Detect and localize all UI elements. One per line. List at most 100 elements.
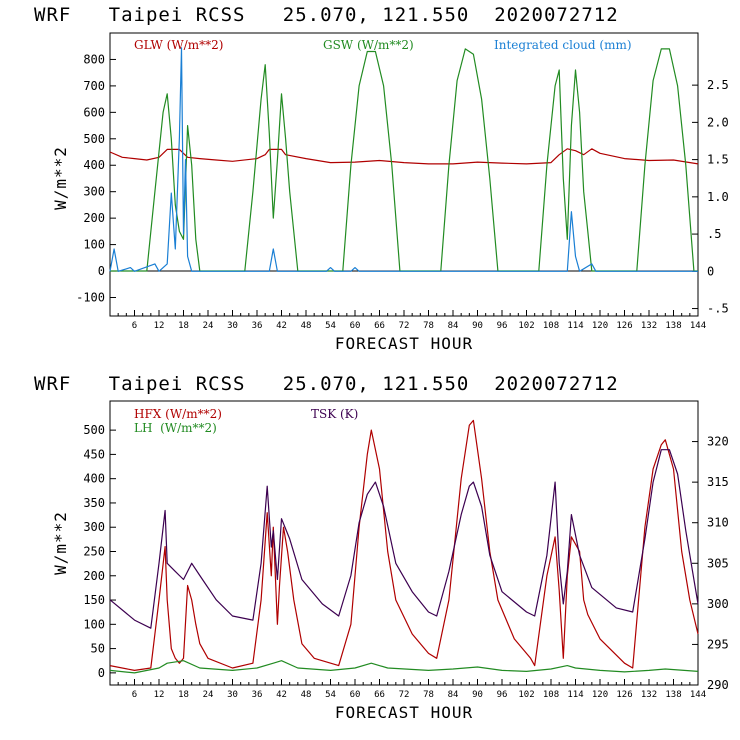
x-tick-label: 72	[399, 321, 410, 331]
x-tick-label: 96	[497, 690, 508, 700]
y2-tick-label: 310	[707, 516, 729, 530]
series-line-green	[110, 48, 698, 272]
top-y-axis-label: W/m**2	[51, 146, 70, 210]
y2-tick-label: 1.5	[707, 153, 729, 167]
x-tick-label: 12	[154, 321, 165, 331]
x-tick-label: 126	[616, 321, 632, 331]
bottom-series	[109, 419, 699, 674]
y-tick-label: 600	[83, 105, 105, 119]
y-tick-label: 450	[83, 447, 105, 461]
x-tick-label: 60	[350, 690, 361, 700]
x-tick-label: 126	[616, 690, 632, 700]
x-tick-label: 114	[567, 321, 583, 331]
y-tick-label: -100	[76, 290, 105, 304]
legend-hfx: HFX (W/m**2)	[134, 407, 222, 421]
x-tick-label: 102	[518, 690, 534, 700]
x-tick-label: 108	[543, 321, 559, 331]
x-tick-label: 138	[665, 321, 681, 331]
bottom-chart: WRF Taipei RCSS 25.070, 121.550 20200727…	[34, 373, 729, 722]
x-tick-label: 114	[567, 690, 583, 700]
x-tick-label: 18	[178, 321, 189, 331]
x-tick-label: 120	[592, 321, 608, 331]
x-tick-label: 54	[325, 690, 336, 700]
y2-tick-label: 305	[707, 556, 729, 570]
y-tick-label: 300	[83, 520, 105, 534]
y2-tick-label: 315	[707, 475, 729, 489]
legend-integrated-cloud: Integrated cloud (mm)	[494, 38, 632, 52]
x-tick-label: 24	[203, 690, 214, 700]
legend-gsw: GSW (W/m**2)	[323, 38, 414, 52]
y-tick-label: 400	[83, 472, 105, 486]
x-tick-label: 12	[154, 690, 165, 700]
x-tick-label: 48	[301, 321, 312, 331]
top-x-ticks: 6 12 18 24 30 36 42 48 54 60 66 72 78 84 90 96 102 108 114…	[109, 310, 706, 331]
top-plot-frame	[109, 32, 699, 317]
x-tick-label: 42	[276, 321, 287, 331]
x-tick-label: 66	[374, 321, 385, 331]
y-tick-label: 400	[83, 158, 105, 172]
bottom-y2-ticks: 290 295 300 305 310 315 320	[692, 435, 729, 692]
bottom-plot-frame	[109, 400, 699, 686]
x-tick-label: 6	[132, 690, 137, 700]
x-tick-label: 72	[399, 690, 410, 700]
x-tick-label: 102	[518, 321, 534, 331]
top-x-axis-label: FORECAST HOUR	[335, 334, 473, 353]
legend-glw: GLW (W/m**2)	[134, 38, 223, 52]
bottom-y-ticks: 0 50 100 150 200 250 300 350 400 450 500	[83, 423, 116, 680]
series-line-red	[109, 419, 699, 671]
x-tick-label: 144	[690, 690, 706, 700]
y-tick-label: 100	[83, 617, 105, 631]
y-tick-label: 0	[98, 666, 105, 680]
top-y2-ticks: -.5 0 .5 1.0 1.5 2.0 2.5	[692, 78, 729, 316]
x-tick-label: 132	[641, 321, 657, 331]
series-line-blue	[109, 47, 698, 272]
y2-tick-label: .5	[707, 227, 721, 241]
y-tick-label: 150	[83, 593, 105, 607]
x-tick-label: 6	[132, 321, 137, 331]
x-tick-label: 36	[252, 690, 263, 700]
y2-tick-label: 2.0	[707, 115, 729, 129]
bottom-x-ticks: 6 12 18 24 30 36 42 48 54 60 66 72 78 84 90 96 102 108 114…	[109, 679, 706, 700]
x-tick-label: 90	[472, 321, 483, 331]
x-tick-label: 66	[374, 690, 385, 700]
series-line-green	[109, 660, 699, 674]
y-tick-label: 500	[83, 423, 105, 437]
top-chart-title: WRF Taipei RCSS 25.070, 121.550 20200727…	[34, 4, 619, 26]
x-tick-label: 42	[276, 690, 287, 700]
x-tick-label: 78	[423, 690, 434, 700]
x-tick-label: 30	[227, 690, 238, 700]
x-tick-label: 24	[203, 321, 214, 331]
y2-tick-label: 300	[707, 597, 729, 611]
y-tick-label: 800	[83, 52, 105, 66]
x-tick-label: 84	[448, 690, 459, 700]
y-tick-label: 200	[83, 211, 105, 225]
series-line-purple	[109, 449, 699, 629]
y-tick-label: 350	[83, 496, 105, 510]
y2-tick-label: 1.0	[707, 190, 729, 204]
y-tick-label: 0	[98, 264, 105, 278]
y-tick-label: 200	[83, 569, 105, 583]
x-tick-label: 90	[472, 690, 483, 700]
legend-tsk: TSK (K)	[311, 407, 358, 421]
y2-tick-label: 295	[707, 637, 729, 651]
series-line-red	[109, 148, 699, 165]
y2-tick-label: 0	[707, 264, 714, 278]
x-tick-label: 30	[227, 321, 238, 331]
top-chart: WRF Taipei RCSS 25.070, 121.550 20200727…	[34, 4, 729, 353]
x-tick-label: 48	[301, 690, 312, 700]
top-series	[109, 47, 699, 272]
y-tick-label: 250	[83, 544, 105, 558]
x-tick-label: 18	[178, 690, 189, 700]
x-tick-label: 78	[423, 321, 434, 331]
y-tick-label: 700	[83, 79, 105, 93]
y-tick-label: 100	[83, 238, 105, 252]
y-tick-label: 500	[83, 132, 105, 146]
y2-tick-label: 290	[707, 678, 729, 692]
x-tick-label: 144	[690, 321, 706, 331]
legend-lh: LH (W/m**2)	[134, 421, 217, 435]
x-tick-label: 132	[641, 690, 657, 700]
x-tick-label: 108	[543, 690, 559, 700]
y2-tick-label: 320	[707, 435, 729, 449]
x-tick-label: 60	[350, 321, 361, 331]
